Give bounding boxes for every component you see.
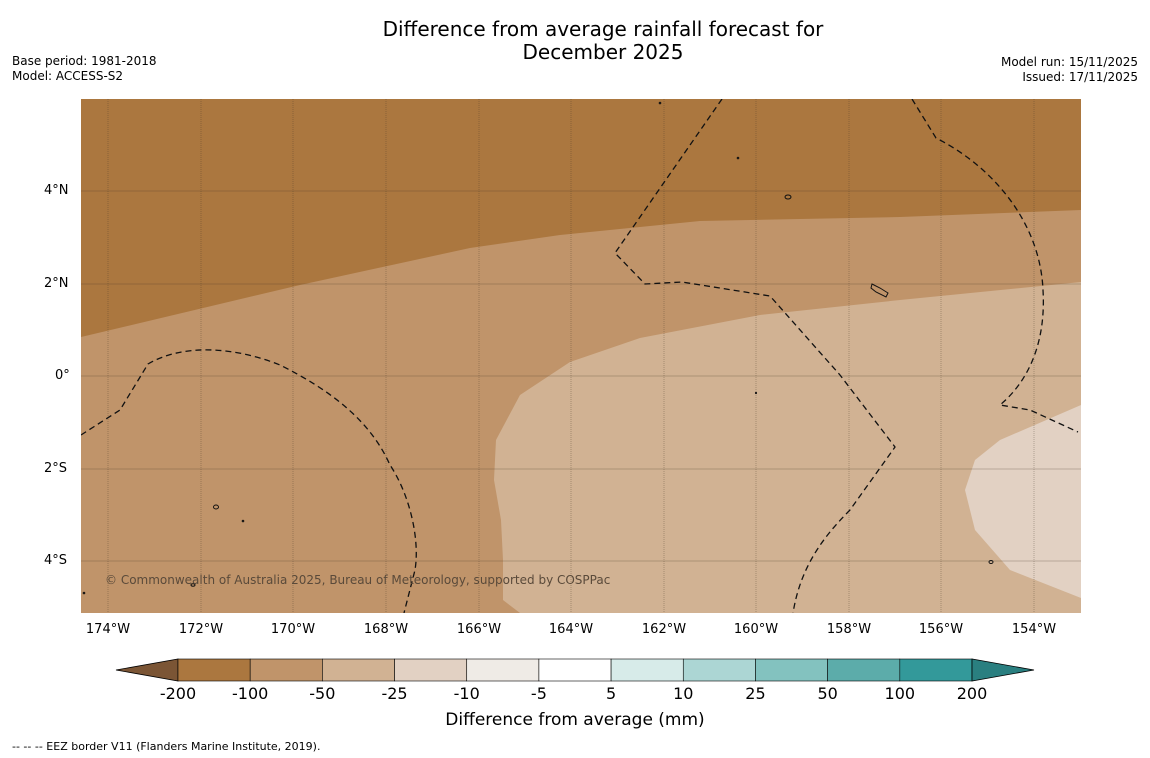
island-1: [784, 194, 792, 200]
colorbar-segment: [899, 658, 973, 682]
eez-border-east: [911, 99, 1079, 433]
island-10: [82, 591, 86, 595]
colorbar-tick-label: -100: [232, 684, 269, 703]
meta-left: Base period: 1981-2018 Model: ACCESS-S2: [12, 54, 157, 84]
lat-label-0: 0°: [55, 368, 70, 383]
title-line-1: Difference from average rainfall forecas…: [382, 17, 824, 41]
lat-gridlines: [81, 190, 1081, 562]
island-6: [658, 101, 662, 105]
region-minus25-minus10: [965, 405, 1081, 598]
lon-label-172w: 172°W: [178, 622, 224, 637]
lat-label-4s: 4°S: [44, 553, 68, 568]
colorbar-segment: [827, 658, 901, 682]
island-2: [870, 283, 889, 298]
island-7: [754, 391, 758, 395]
colorbar-tick-label: 5: [605, 684, 617, 703]
gridlines: [107, 99, 1035, 613]
colorbar-segment: [394, 658, 468, 682]
lon-label-166w: 166°W: [456, 622, 502, 637]
colorbar-segment: [466, 658, 540, 682]
colorbar-extend-under: [115, 658, 179, 682]
colorbar-tick-label: 100: [884, 684, 916, 703]
island-4: [241, 519, 245, 523]
model-run: Model run: 15/11/2025: [1000, 55, 1138, 69]
eez-border-west: [81, 349, 417, 613]
colorbar-tick-label: -200: [159, 684, 197, 703]
lon-label-154w: 154°W: [1011, 622, 1057, 637]
lon-label-174w: 174°W: [85, 622, 131, 637]
lat-label-2n: 2°N: [44, 276, 69, 291]
base-period: Base period: 1981-2018: [12, 54, 157, 68]
colorbar-segment: [177, 658, 251, 682]
island-8: [988, 560, 994, 564]
colorbar-tick-label: -50: [309, 684, 336, 703]
lon-label-156w: 156°W: [918, 622, 964, 637]
colorbar-tick-label: -25: [381, 684, 408, 703]
map-field: [81, 99, 1081, 613]
meta-right: Model run: 15/11/2025 Issued: 17/11/2025: [1001, 55, 1138, 85]
copyright-notice: © Commonwealth of Australia 2025, Bureau…: [105, 573, 611, 587]
issued-date: Issued: 17/11/2025: [1022, 70, 1138, 84]
colorbar-segment: [249, 658, 323, 682]
island-3: [213, 504, 219, 510]
islands: [82, 101, 994, 595]
colorbar-tick-label: 25: [745, 684, 766, 703]
island-5: [736, 156, 740, 160]
title-line-2: December 2025: [522, 40, 684, 64]
colorbar-tick-label: -10: [453, 684, 480, 703]
colorbar-tick-label: 200: [956, 684, 988, 703]
colorbar-segment: [538, 658, 612, 682]
lat-label-2s: 2°S: [44, 461, 68, 476]
colorbar-extend-over: [971, 658, 1035, 682]
eez-border-central: [614, 99, 896, 613]
lon-label-158w: 158°W: [826, 622, 872, 637]
colorbar-segment: [755, 658, 828, 682]
model-name: Model: ACCESS-S2: [12, 69, 124, 83]
region-minus50-minus25: [494, 282, 1081, 613]
region-minus200-minus100: [81, 99, 1081, 337]
colorbar-tick-label: 50: [817, 684, 838, 703]
colorbar-tick-label: -5: [530, 684, 547, 703]
colorbar: [115, 658, 1035, 682]
lon-label-168w: 168°W: [363, 622, 409, 637]
colorbar-tick-label: 10: [673, 684, 694, 703]
colorbar-label: Difference from average (mm): [445, 710, 705, 730]
lon-label-164w: 164°W: [548, 622, 594, 637]
eez-borders: [81, 99, 1079, 613]
colorbar-segment: [682, 658, 756, 682]
lon-label-170w: 170°W: [270, 622, 316, 637]
island-9: [190, 583, 196, 587]
lat-label-4n: 4°N: [44, 183, 69, 198]
eez-legend-footer: -- -- -- EEZ border V11 (Flanders Marine…: [12, 740, 321, 753]
colorbar-segment: [322, 658, 395, 682]
colorbar-segment: [610, 658, 684, 682]
chart-title: Difference from average rainfall forecas…: [0, 18, 1150, 64]
lon-label-162w: 162°W: [641, 622, 687, 637]
lon-label-160w: 160°W: [733, 622, 779, 637]
